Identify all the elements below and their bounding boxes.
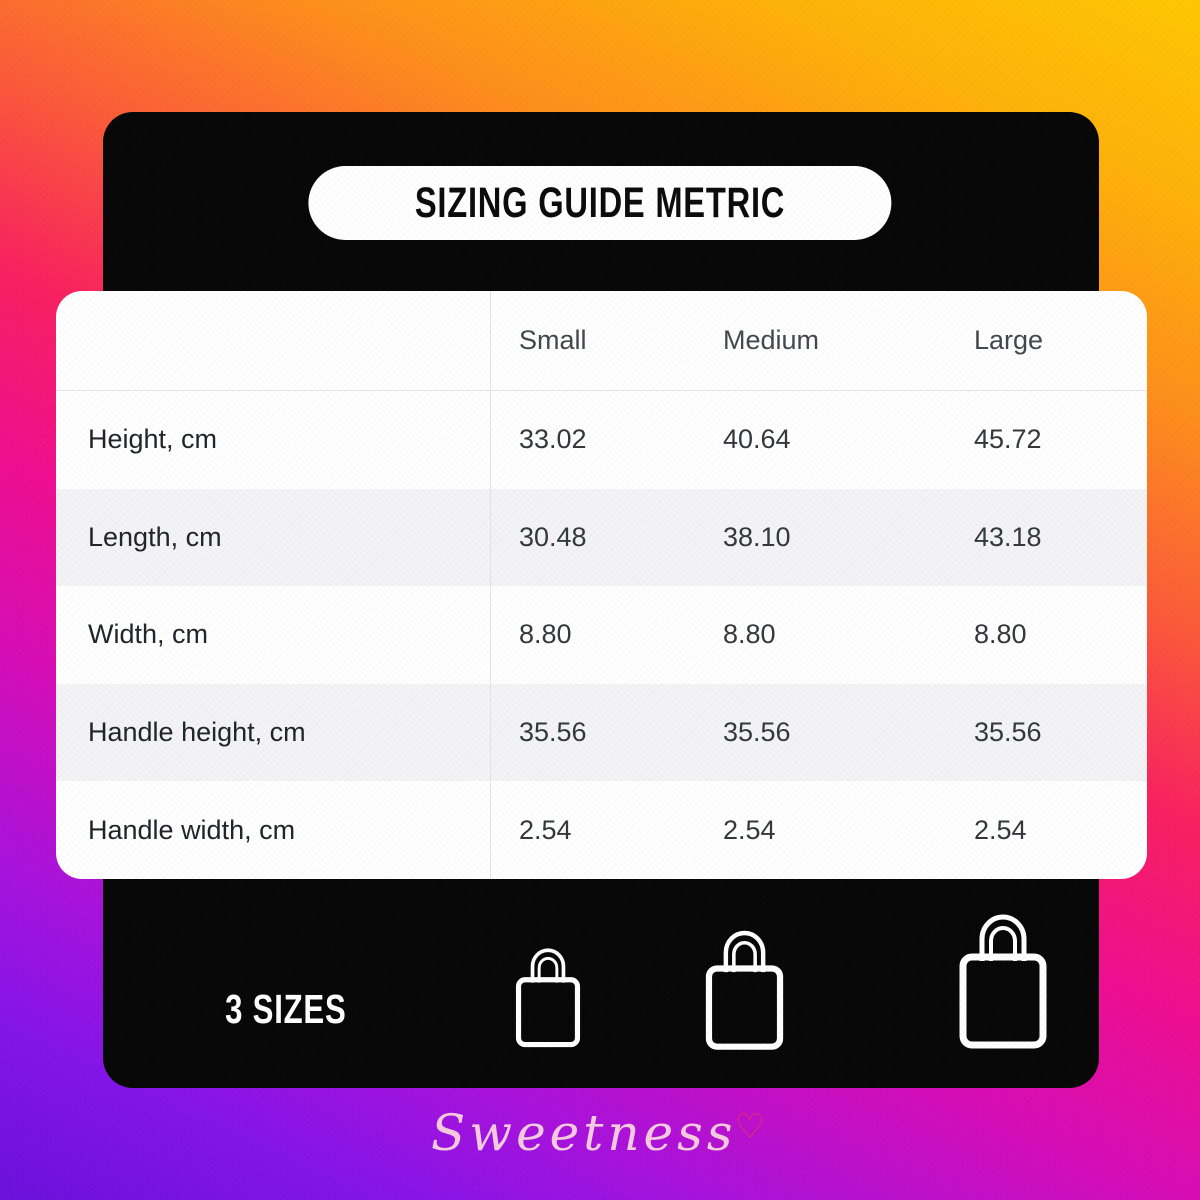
row-value: 8.80 bbox=[974, 619, 1027, 650]
row-label: Height, cm bbox=[56, 391, 491, 489]
row-value: 8.80 bbox=[723, 619, 776, 650]
tote-bag-small-icon bbox=[511, 937, 585, 1049]
row-value: 2.54 bbox=[723, 814, 776, 845]
row-value: 8.80 bbox=[519, 619, 572, 650]
table-header-row: Small Medium Large bbox=[56, 291, 1147, 391]
row-label: Width, cm bbox=[56, 586, 491, 684]
row-value: 38.10 bbox=[723, 521, 791, 552]
title-pill: SIZING GUIDE METRIC bbox=[308, 166, 892, 240]
brand-logo: Sweetness♡ bbox=[0, 1104, 1200, 1162]
row-value: 2.54 bbox=[519, 814, 572, 845]
table-row: Height, cm 33.02 40.64 45.72 bbox=[56, 391, 1147, 489]
row-label: Handle height, cm bbox=[56, 683, 491, 782]
row-label: Handle width, cm bbox=[56, 781, 491, 879]
table-row: Length, cm 30.48 38.10 43.18 bbox=[56, 488, 1147, 587]
row-value: 2.54 bbox=[974, 814, 1027, 845]
row-value: 35.56 bbox=[519, 717, 587, 748]
row-value: 40.64 bbox=[723, 424, 791, 455]
page-title: SIZING GUIDE METRIC bbox=[414, 178, 786, 227]
tote-bag-medium-icon bbox=[700, 917, 789, 1052]
row-value: 30.48 bbox=[519, 521, 587, 552]
column-header-small: Small bbox=[519, 325, 587, 355]
column-header-large: Large bbox=[974, 325, 1044, 355]
row-value: 43.18 bbox=[974, 521, 1042, 552]
sizing-table: Small Medium Large Height, cm 33.02 40.64 4… bbox=[56, 291, 1147, 879]
row-value: 35.56 bbox=[723, 717, 791, 748]
column-header-medium: Medium bbox=[723, 325, 820, 355]
brand-name: Sweetness bbox=[431, 1104, 737, 1162]
row-value: 45.72 bbox=[974, 424, 1042, 455]
row-value: 33.02 bbox=[519, 424, 587, 455]
sizes-count-label: 3 SIZES bbox=[225, 986, 347, 1032]
row-label: Length, cm bbox=[56, 488, 491, 587]
heart-icon: ♡ bbox=[734, 1107, 769, 1147]
tote-bag-large-icon bbox=[953, 899, 1053, 1051]
table-row: Width, cm 8.80 8.80 8.80 bbox=[56, 586, 1147, 684]
table-row: Handle height, cm 35.56 35.56 35.56 bbox=[56, 683, 1147, 782]
table-header-empty-cell bbox=[56, 291, 491, 390]
table-row: Handle width, cm 2.54 2.54 2.54 bbox=[56, 781, 1147, 879]
row-value: 35.56 bbox=[974, 717, 1042, 748]
